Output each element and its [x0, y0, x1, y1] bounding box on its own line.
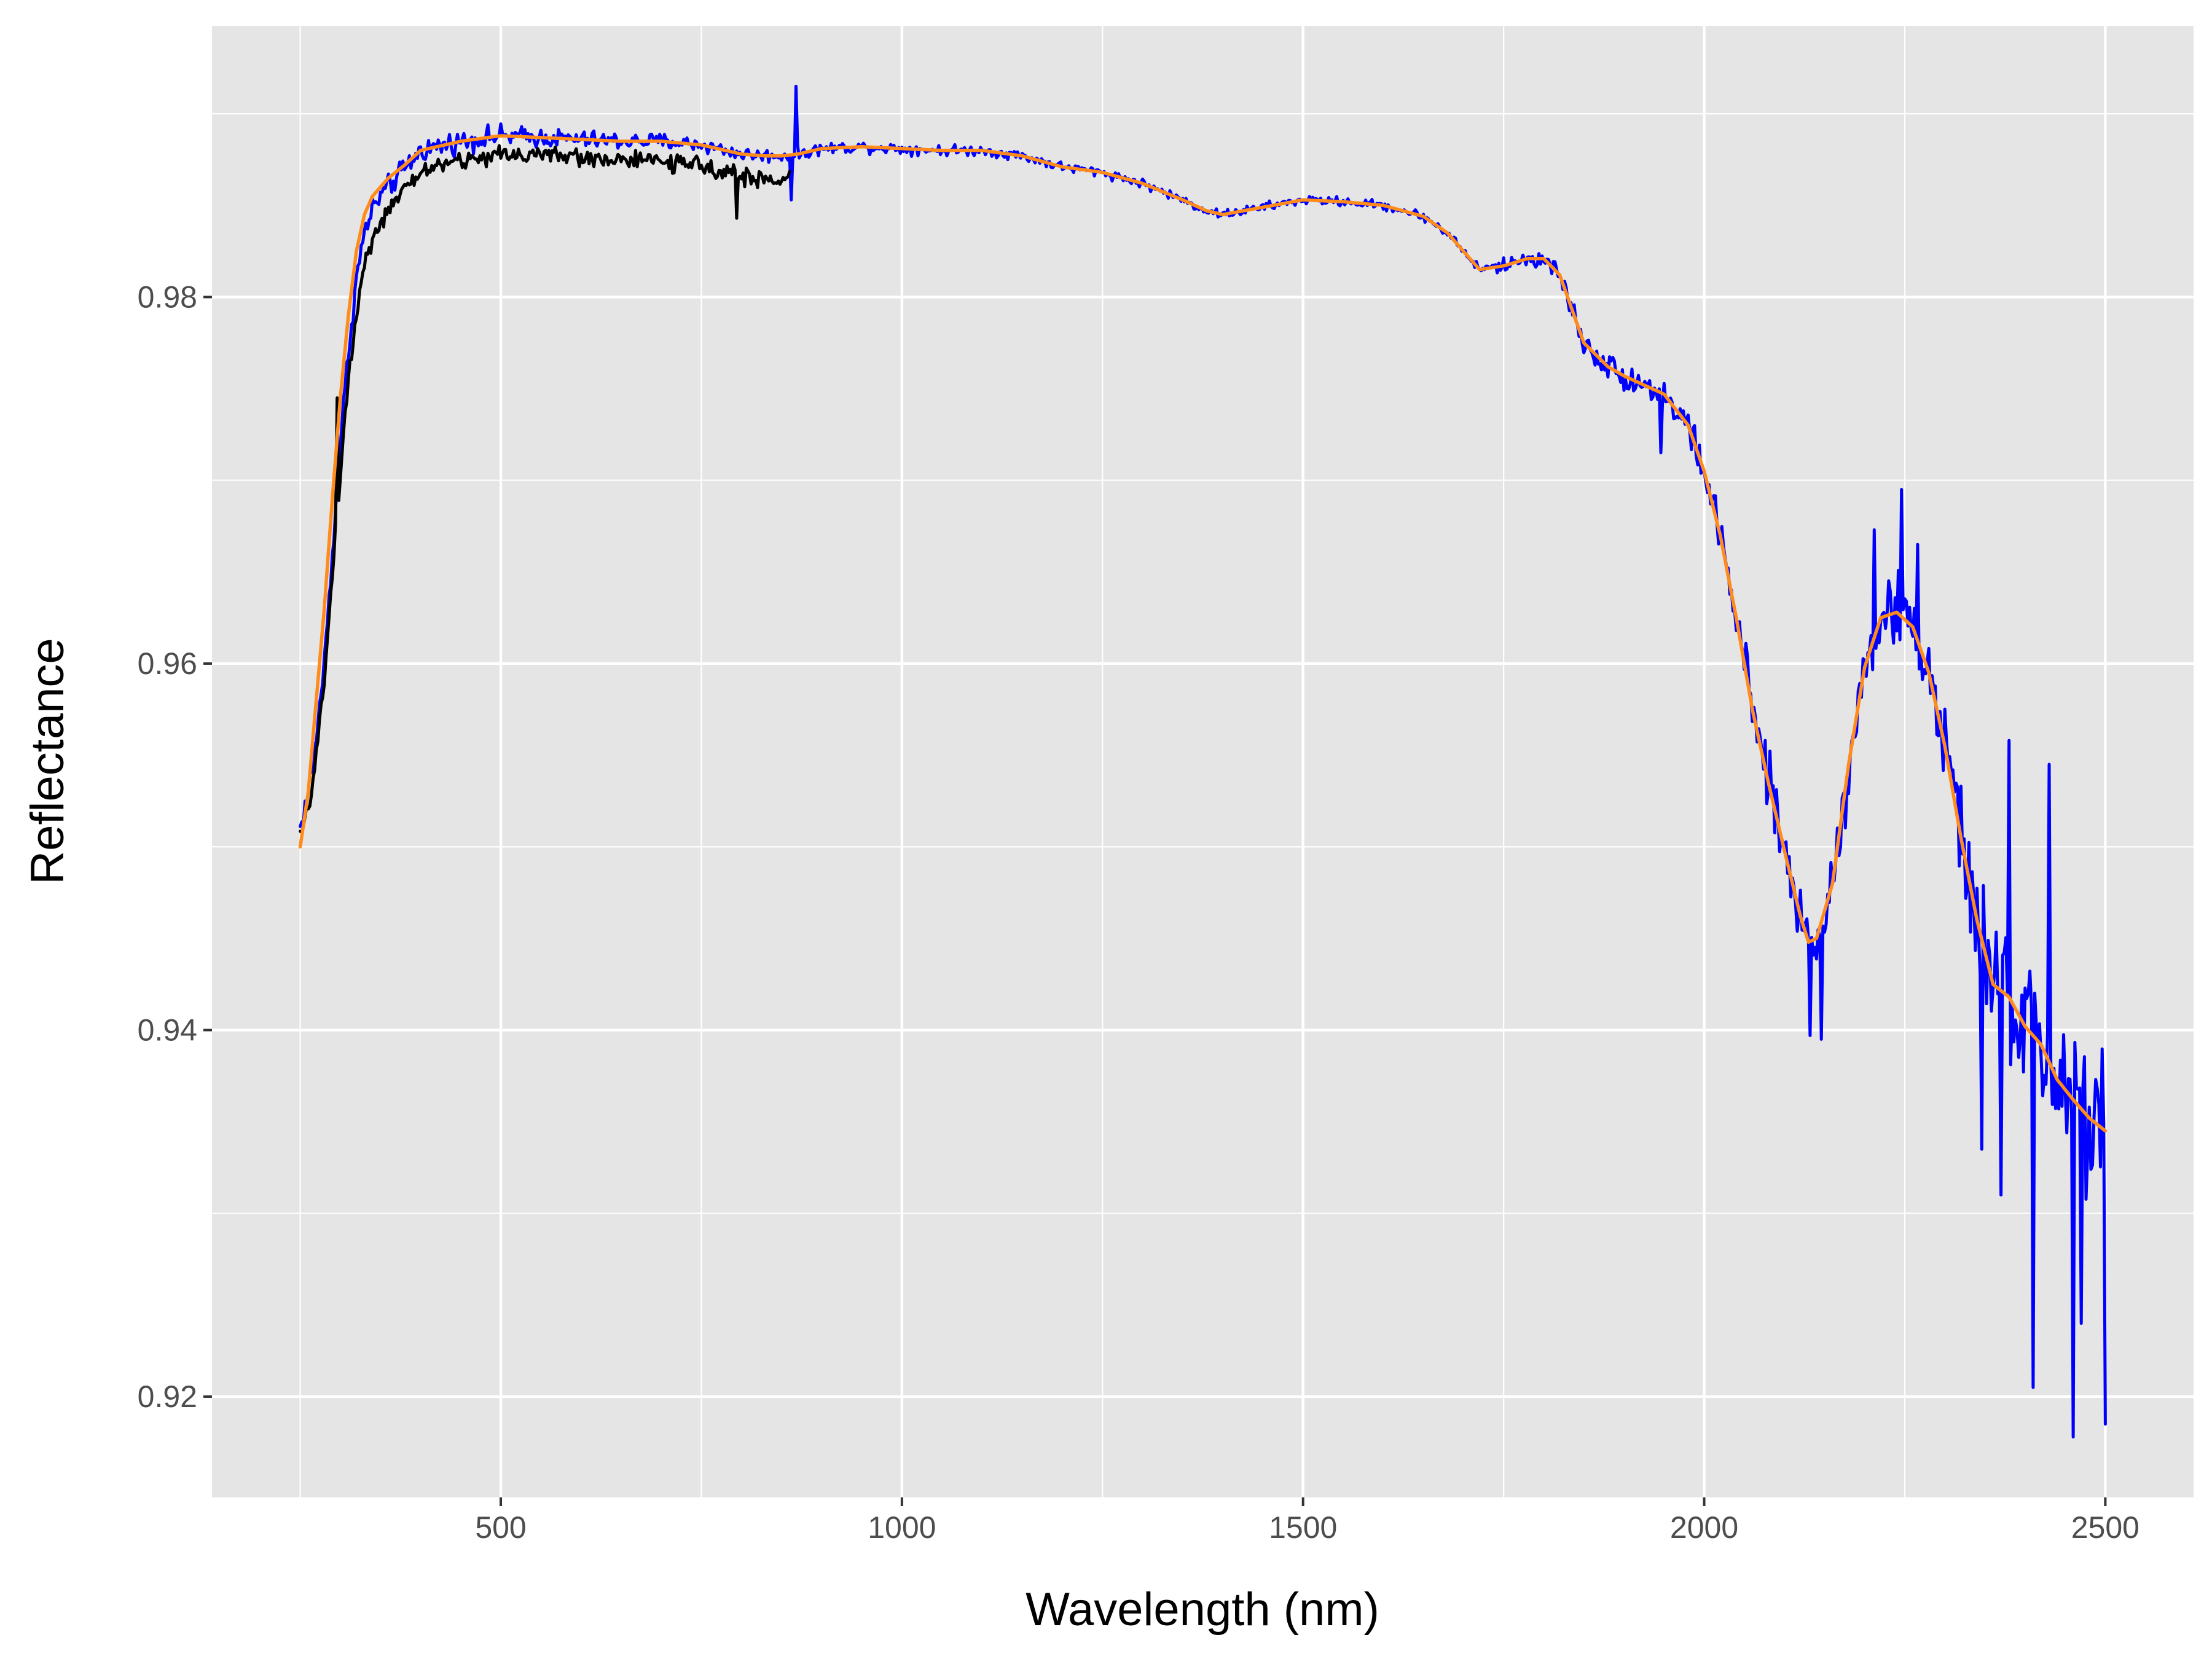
y-tick-label: 0.92	[138, 1379, 197, 1414]
x-tick-label: 2000	[1670, 1510, 1738, 1545]
x-tick-label: 2500	[2071, 1510, 2139, 1545]
y-tick-label: 0.94	[138, 1013, 197, 1047]
grid-major	[212, 26, 2194, 1497]
y-tick-label: 0.96	[138, 646, 197, 681]
y-axis-title: Reflectance	[22, 638, 74, 884]
series-line-3	[298, 134, 2108, 1133]
series-line-2	[299, 144, 791, 834]
x-tick-label: 500	[475, 1510, 526, 1545]
plot-panel	[212, 26, 2194, 1497]
series-layer	[298, 84, 2108, 1439]
y-axis: 0.92 0.94 0.96 0.98	[138, 280, 212, 1414]
x-axis: 500 1000 1500 2000 2500	[475, 1497, 2139, 1545]
x-axis-title: Wavelength (nm)	[1026, 1583, 1379, 1636]
y-tick-label: 0.98	[138, 280, 197, 314]
x-tick-label: 1500	[1269, 1510, 1337, 1545]
grid-minor	[212, 26, 2194, 1497]
x-tick-label: 1000	[868, 1510, 936, 1545]
